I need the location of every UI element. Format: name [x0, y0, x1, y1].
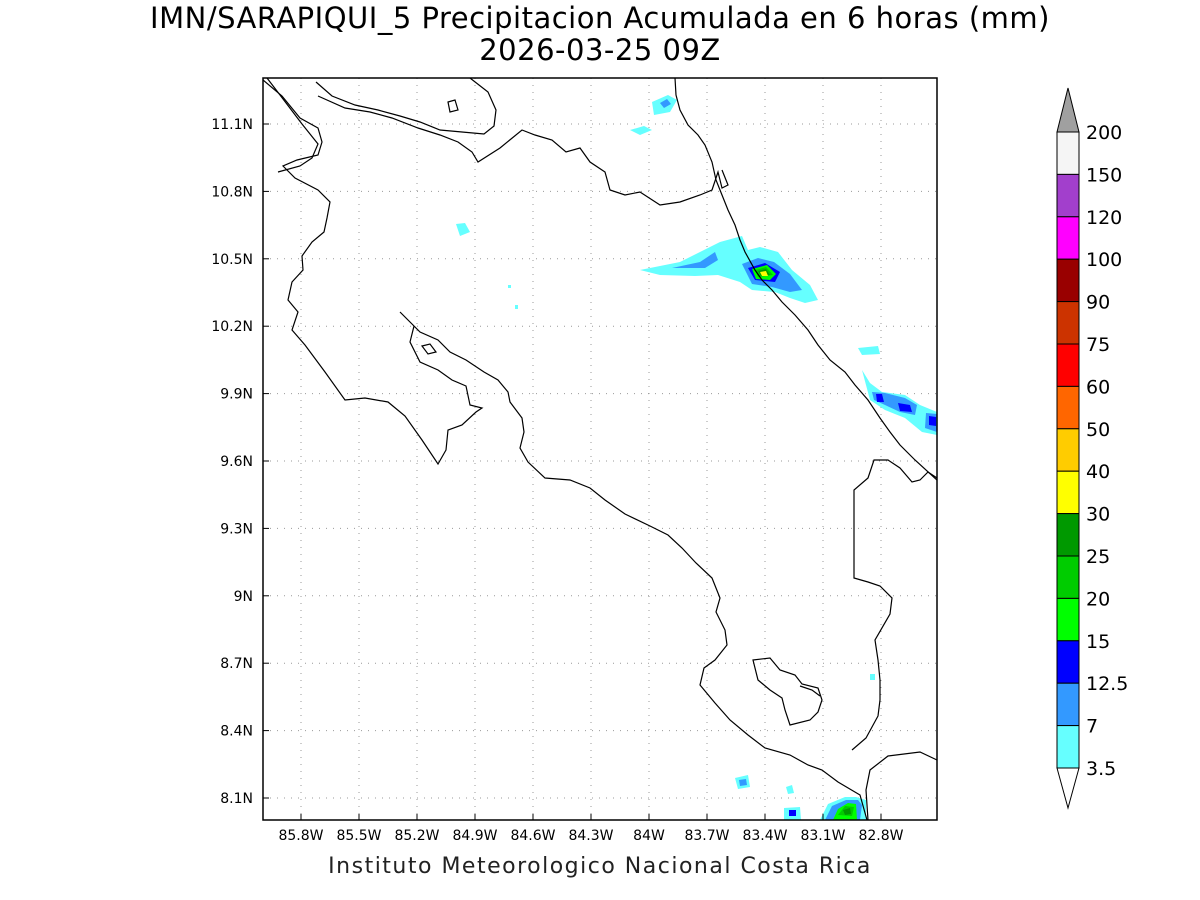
colorbar-top-arrow: [1056, 87, 1080, 133]
colorbar-swatch: [1056, 682, 1080, 727]
lat-tick-label: 9.9N: [220, 387, 253, 403]
colorbar-swatch: [1056, 385, 1080, 430]
colorbar-label: 150: [1086, 164, 1122, 186]
colorbar-label: 90: [1086, 292, 1110, 314]
colorbar-swatch: [1056, 513, 1080, 557]
lat-tick-label: 10.2N: [211, 319, 253, 335]
lon-tick-label: 84.6W: [510, 828, 555, 844]
colorbar-swatch: [1056, 428, 1080, 472]
title-line-1: IMN/SARAPIQUI_5 Precipitacion Acumulada …: [150, 1, 1050, 35]
pacific-coast: [263, 79, 868, 820]
colorbar-swatch: [1056, 131, 1080, 175]
colorbar-swatch: [1056, 597, 1080, 642]
colorbar-swatch: [1056, 173, 1080, 218]
colorbar-label: 100: [1086, 249, 1122, 271]
credit-text: Instituto Meteorologico Nacional Costa R…: [328, 854, 872, 879]
axis-ticks: 85.8W 85.5W 85.2W 84.9W 84.6W 84.3W 84W 83.7W 83…: [211, 117, 903, 844]
colorbar-label: 12.5: [1086, 673, 1128, 695]
colorbar-bottom-arrow: [1056, 767, 1080, 810]
colorbar-label: 15: [1086, 631, 1110, 653]
lat-tick-label: 10.8N: [211, 184, 253, 200]
lon-tick-label: 85.2W: [394, 828, 439, 844]
colorbar-swatch: [1056, 216, 1080, 260]
caribbean-coast: [674, 78, 937, 481]
golfo-dulce-coast: [799, 685, 821, 697]
colorbar-label: 3.5: [1086, 758, 1116, 780]
colorbar-swatch: [1056, 470, 1080, 515]
lat-tick-label: 10.5N: [211, 252, 253, 268]
colorbar-label: 40: [1086, 461, 1110, 483]
colorbar-label: 25: [1086, 546, 1110, 568]
lon-tick-label: 84W: [633, 828, 665, 844]
colorbar-swatch: [1056, 555, 1080, 599]
coastline-borders: [263, 78, 937, 820]
lon-tick-label: 83.1W: [800, 828, 845, 844]
colorbar-label: 30: [1086, 504, 1110, 526]
lon-tick-label: 82.8W: [858, 828, 903, 844]
nicoya-island: [420, 343, 438, 355]
map-grid: [263, 78, 937, 820]
colorbar-swatch: [1056, 725, 1080, 769]
colorbar-label: 50: [1086, 419, 1110, 441]
colorbar-swatch: [1056, 640, 1080, 684]
colorbar-label: 20: [1086, 588, 1110, 610]
lon-tick-label: 83.4W: [742, 828, 787, 844]
colorbar-swatch: [1056, 343, 1080, 387]
colorbar-label: 75: [1086, 334, 1110, 356]
colorbar-label: 7: [1086, 716, 1098, 738]
colorbar-swatch: [1056, 301, 1080, 345]
lat-tick-label: 9N: [234, 589, 253, 605]
panama-border: [865, 751, 937, 820]
lat-tick-label: 8.4N: [220, 724, 253, 740]
title-line-2: 2026-03-25 09Z: [479, 33, 721, 67]
lon-tick-label: 84.9W: [452, 828, 497, 844]
lat-tick-label: 8.1N: [220, 791, 253, 807]
lat-tick-label: 9.3N: [220, 521, 253, 537]
colorbar-label: 120: [1086, 207, 1122, 229]
lon-tick-label: 85.5W: [336, 828, 381, 844]
map-frame: [262, 77, 938, 821]
lake-nicaragua-coast: [315, 78, 497, 135]
colorbar-label: 60: [1086, 376, 1110, 398]
lon-tick-label: 85.8W: [278, 828, 323, 844]
map-title: IMN/SARAPIQUI_5 Precipitacion Acumulada …: [0, 2, 1200, 66]
precipitation-areas: [456, 95, 937, 820]
precip-level-30: [760, 271, 768, 276]
lat-tick-label: 8.7N: [220, 656, 253, 672]
nicaragua-south-border: [317, 95, 729, 206]
osa-peninsula: [752, 657, 823, 726]
lon-tick-label: 84.3W: [568, 828, 613, 844]
lake-outline: [447, 99, 459, 113]
colorbar-label: 200: [1086, 122, 1122, 144]
lat-tick-label: 9.6N: [220, 454, 253, 470]
colorbar-swatch: [1056, 258, 1080, 303]
lat-tick-label: 11.1N: [211, 117, 253, 133]
panama-border-east: [851, 459, 937, 751]
lon-tick-label: 83.7W: [684, 828, 729, 844]
